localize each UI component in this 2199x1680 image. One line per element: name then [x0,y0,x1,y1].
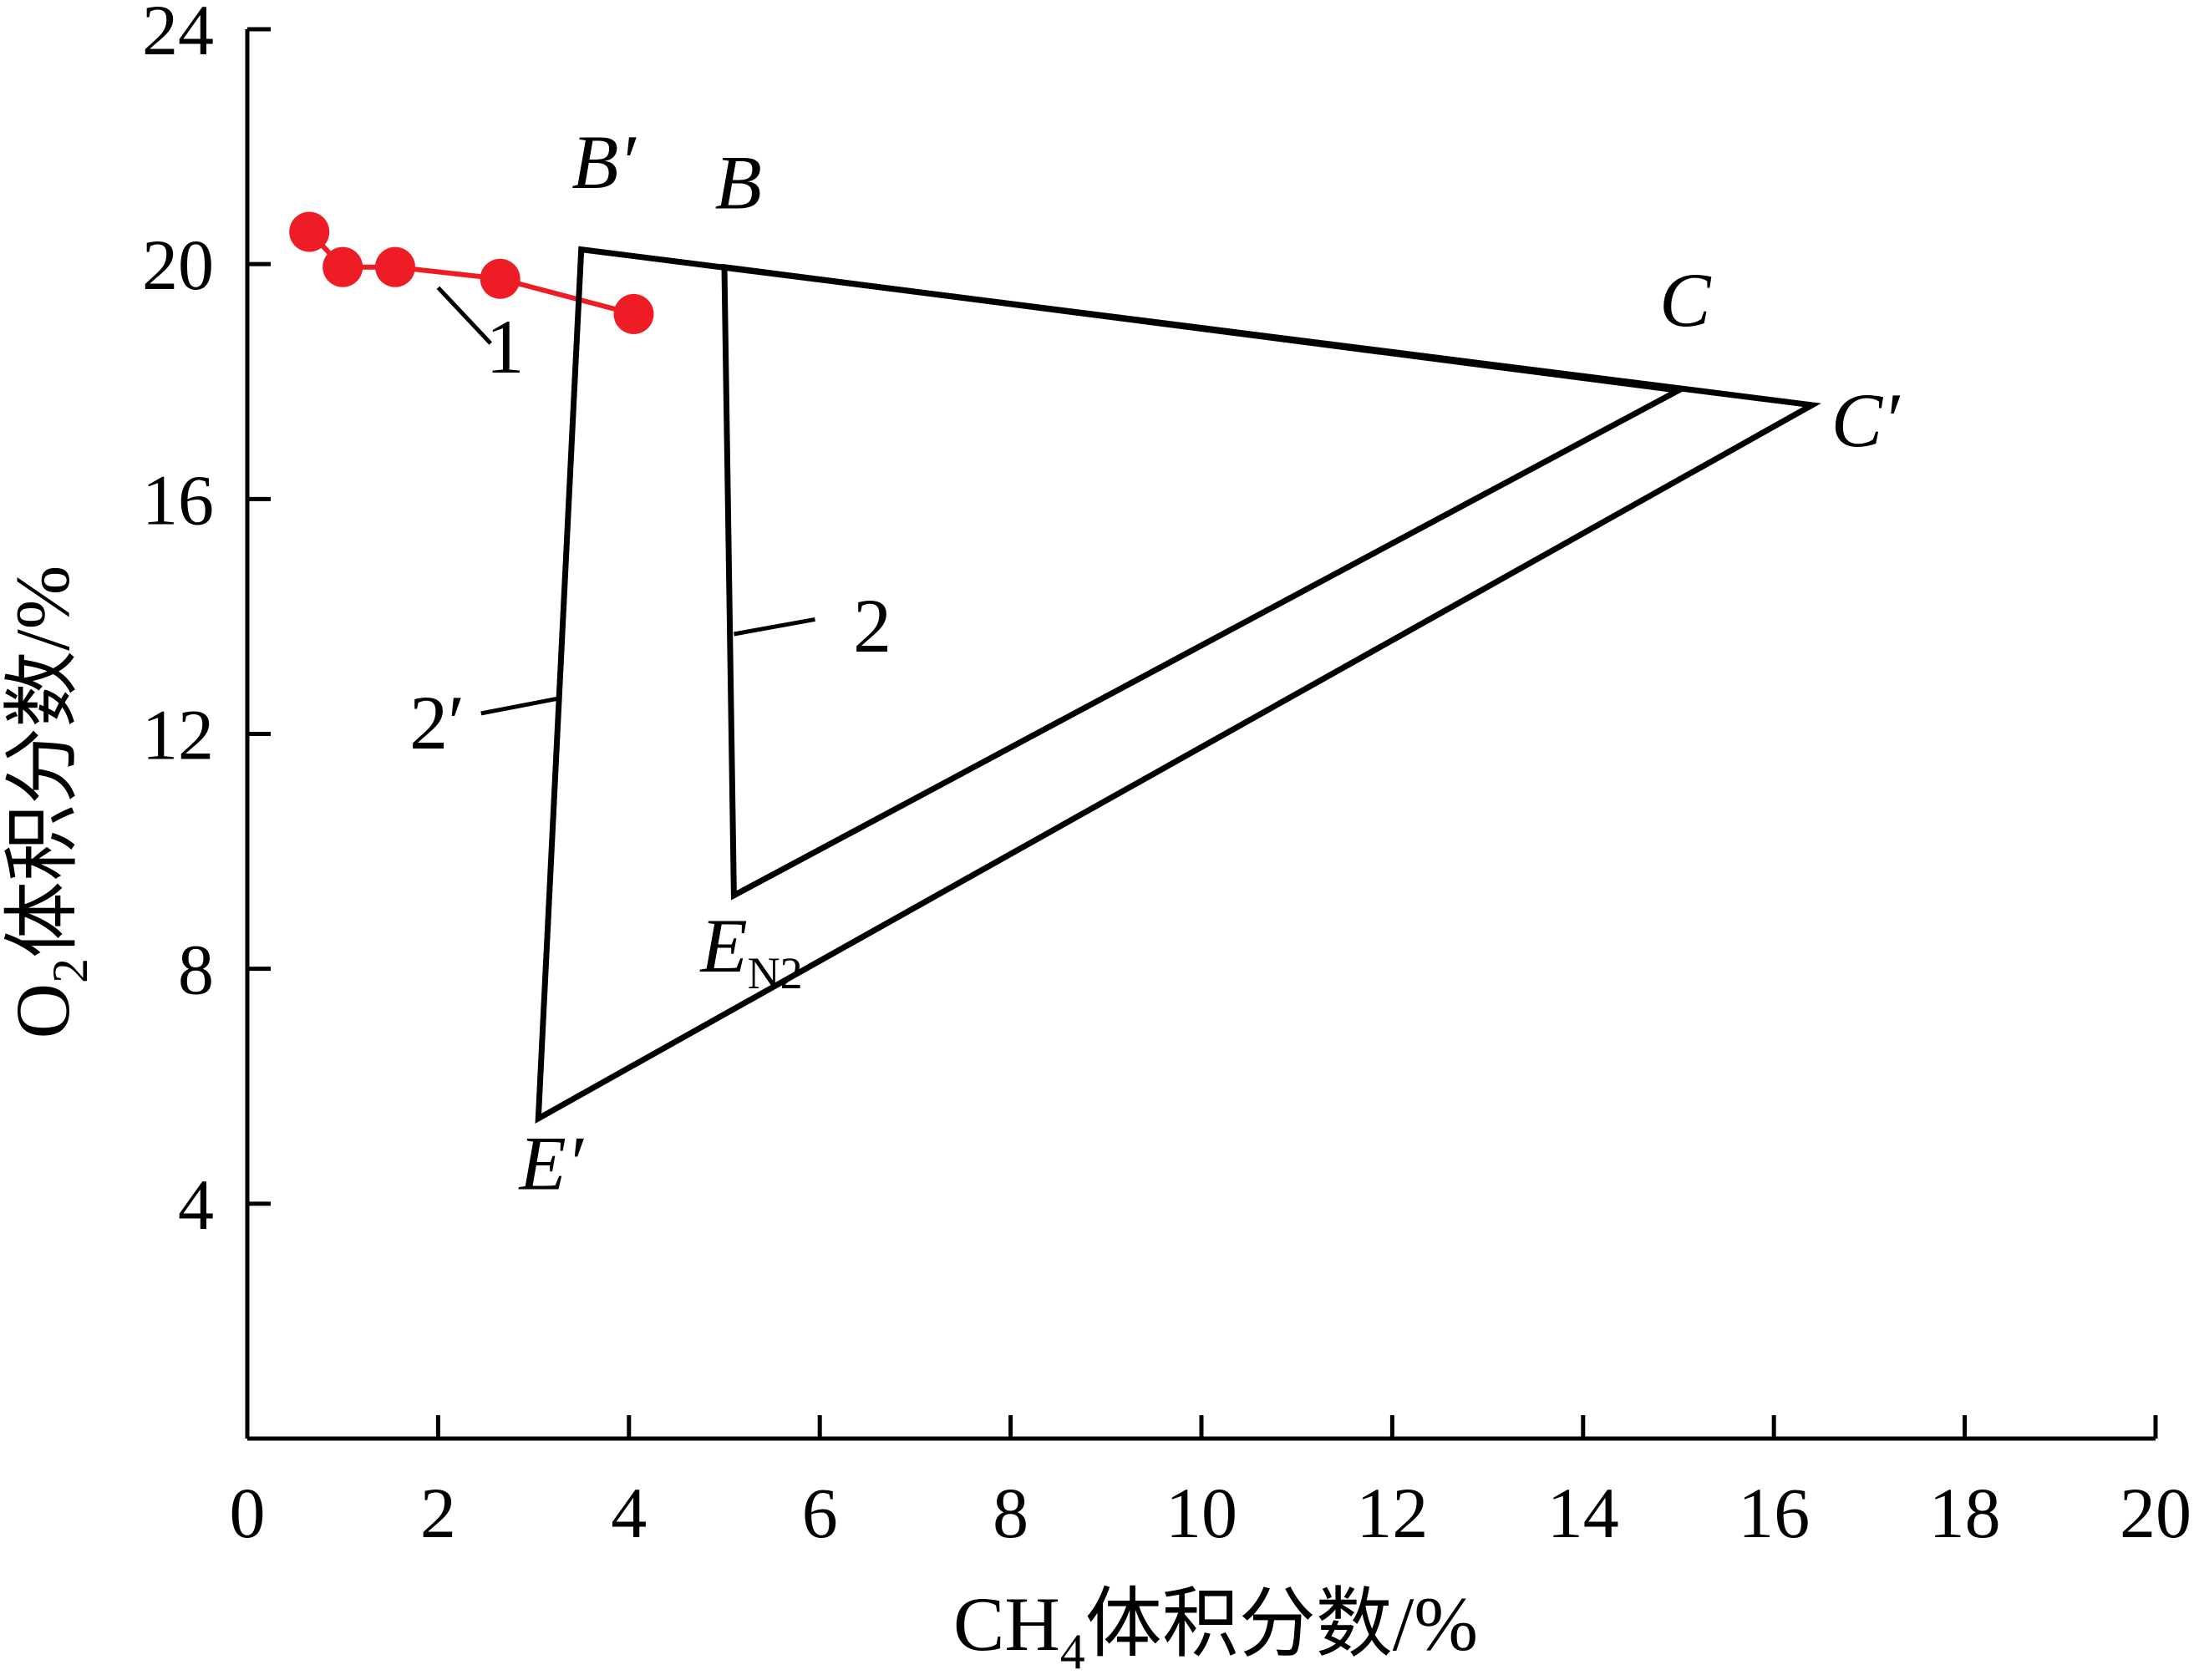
x-tick-label: 18 [1929,1473,2001,1553]
series-1-point [322,246,363,287]
series-1-point [613,293,654,334]
point-label: 2 [853,583,891,668]
x-tick-label: 12 [1356,1473,1428,1553]
point-label: C′ [1831,378,1901,463]
annotations-layer: B′ B C C′ EN2 E′ 1 2 2′ [409,119,1901,1205]
x-tick-label: 14 [1547,1473,1619,1553]
point-label: E′ [517,1120,584,1205]
y-tick-label: 12 [142,695,214,775]
series-1-point [289,211,330,252]
point-label: C [1659,257,1712,343]
x-tick-label: 6 [802,1473,838,1553]
x-tick-label: 4 [611,1473,647,1553]
point-label: 2′ [409,680,465,765]
axes [245,29,2156,1441]
point-label: EN2 [698,903,802,998]
x-tick-label: 16 [1738,1473,1810,1553]
y-tick-label: 24 [142,0,214,70]
series-1-point [480,258,521,299]
x-tick-label: 0 [230,1473,266,1553]
leader-1 [436,286,493,345]
series-layer [289,211,1821,1124]
series-1-point [375,246,416,287]
region-2-prime-outline [535,246,1821,1124]
y-tick-label: 8 [178,930,214,1010]
point-label: B′ [571,119,637,205]
y-tick-label: 4 [178,1165,214,1245]
x-tick-label: 20 [2120,1473,2191,1553]
y-tick-label: 16 [142,459,214,540]
leader-2-prime [480,696,558,716]
y-tick-label: 20 [142,225,214,305]
leader-2 [733,617,815,637]
point-label: B [715,140,762,225]
y-axis-title: O2体积分数/% [0,566,98,1039]
region-2-outline [721,263,1689,901]
point-label: 1 [486,304,525,389]
x-tick-label: 10 [1166,1473,1237,1553]
x-tick-label: 8 [993,1473,1028,1553]
x-tick-label: 2 [420,1473,456,1553]
x-axis-title: CH4体积分数/% [953,1581,1478,1679]
